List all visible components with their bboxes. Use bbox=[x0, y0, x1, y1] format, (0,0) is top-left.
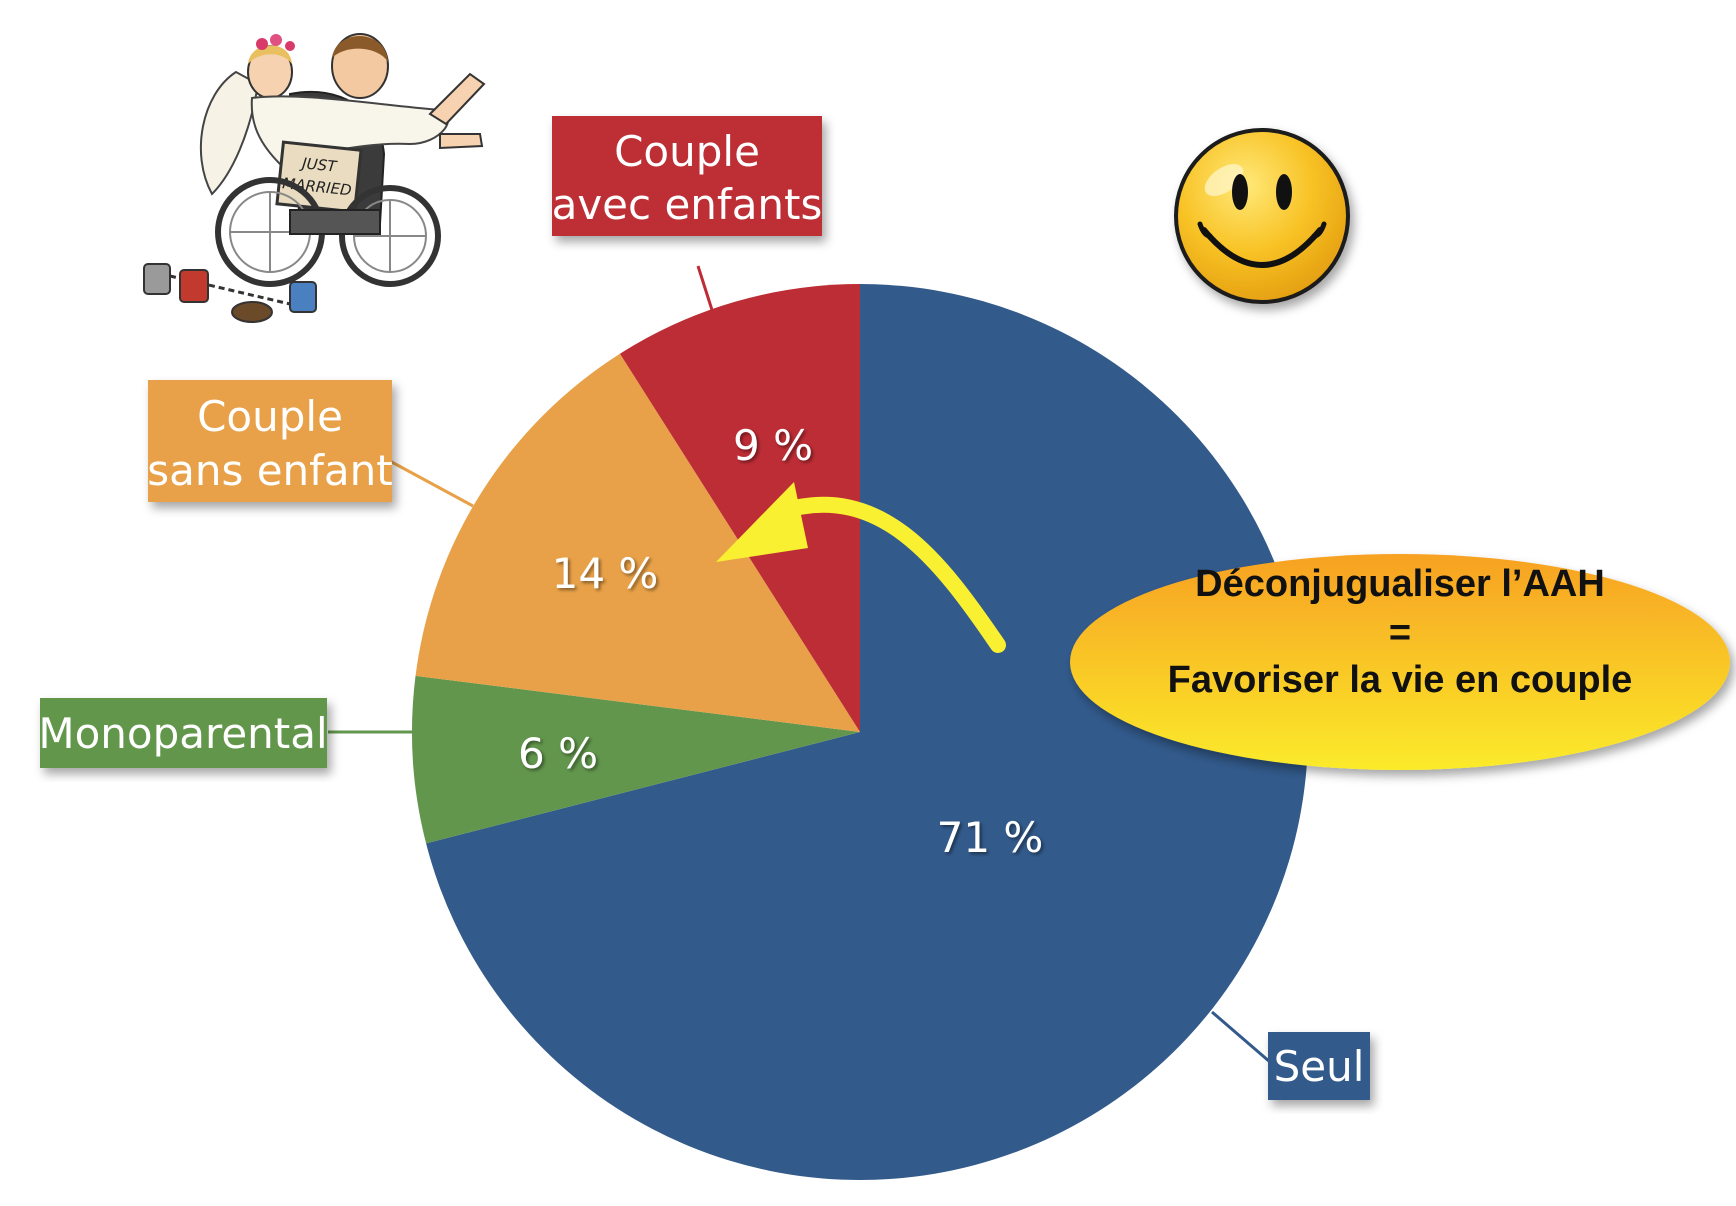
legend-label-sans-enfant-line1: Couple bbox=[197, 392, 343, 441]
value-label-couple-sans-enfant: 14 % bbox=[552, 549, 659, 598]
pie-slice-seul bbox=[426, 284, 1309, 1180]
curved-arrow-icon bbox=[716, 482, 1006, 653]
legend-label-sans-enfant-line2: sans enfant bbox=[147, 446, 393, 495]
wheelchair-wedding-couple-icon: JUST MARRIED bbox=[143, 33, 486, 323]
value-label-couple-avec-enfants: 9 % bbox=[733, 421, 813, 470]
smiley-face-icon bbox=[1174, 128, 1350, 304]
pie-chart bbox=[412, 284, 1309, 1180]
callout-bubble: Déconjugualiser l’AAH = Favoriser la vie… bbox=[1070, 554, 1730, 770]
pie-slice-avec-enfants bbox=[619, 284, 860, 732]
value-label-seul: 71 % bbox=[937, 813, 1044, 862]
legend-label-monoparental: Monoparental bbox=[38, 709, 327, 758]
callout-line-2: = bbox=[1389, 612, 1411, 654]
legend-box-sans-enfant: Couple sans enfant bbox=[147, 380, 393, 502]
legend-box-monoparental: Monoparental bbox=[38, 698, 328, 768]
legend-label-avec-enfants-line1: Couple bbox=[614, 127, 760, 176]
pie-slice-sans-enfant bbox=[415, 353, 860, 732]
legend-label-avec-enfants-line2: avec enfants bbox=[552, 180, 823, 229]
legend-label-seul: Seul bbox=[1274, 1042, 1365, 1091]
sign-text-line1: JUST bbox=[298, 154, 339, 176]
legend-box-seul: Seul bbox=[1268, 1032, 1370, 1100]
leader-line-avec-enfants bbox=[696, 265, 714, 311]
leader-line-seul bbox=[1211, 1010, 1271, 1064]
callout-line-3: Favoriser la vie en couple bbox=[1168, 659, 1633, 701]
pie-slice-monoparental bbox=[412, 675, 860, 844]
leader-line-sans-enfant bbox=[387, 458, 474, 508]
legend-box-avec-enfants: Couple avec enfants bbox=[552, 116, 823, 236]
value-label-monoparental: 6 % bbox=[518, 729, 598, 778]
callout-line-1: Déconjugualiser l’AAH bbox=[1195, 563, 1605, 605]
